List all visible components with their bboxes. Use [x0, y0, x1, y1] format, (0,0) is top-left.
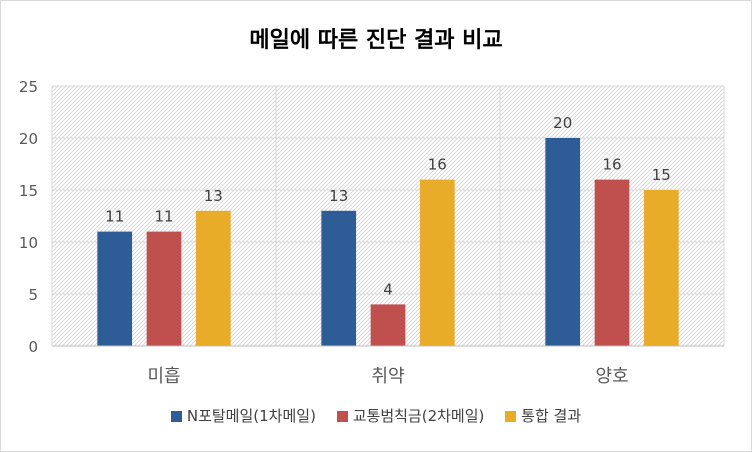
- y-tick-label: 25: [19, 78, 38, 96]
- legend-swatch: [170, 411, 182, 422]
- legend-swatch: [505, 411, 517, 422]
- chart-title: 메일에 따른 진단 결과 비교: [249, 28, 503, 53]
- y-tick-label: 5: [28, 286, 38, 304]
- legend-item: N포탈메일(1차메일): [170, 405, 316, 426]
- data-label: 15: [652, 166, 671, 184]
- data-label: 13: [329, 187, 348, 205]
- legend-swatch: [336, 411, 348, 422]
- x-tick-label: 취약: [371, 366, 404, 387]
- bar: [146, 231, 182, 346]
- chart-plot: 11 11 13 13 4 16 20 16 15 0 5 10 15 20 25 미흡 취약 양호: [19, 78, 725, 387]
- data-label: 11: [105, 208, 124, 226]
- bar: [419, 179, 455, 346]
- legend-label: N포탈메일(1차메일): [186, 407, 316, 425]
- bar: [594, 179, 630, 346]
- data-label: 4: [383, 280, 393, 298]
- x-tick-label: 미흡: [147, 366, 180, 387]
- bar: [370, 304, 406, 346]
- legend-label: 교통범칙금(2차메일): [352, 407, 485, 425]
- bar: [545, 138, 581, 346]
- data-label: 20: [553, 114, 572, 132]
- data-label: 16: [602, 156, 621, 174]
- bar: [97, 231, 133, 346]
- legend-item: 교통범칙금(2차메일): [336, 405, 485, 426]
- y-tick-label: 15: [19, 182, 38, 200]
- legend: N포탈메일(1차메일) 교통범칙금(2차메일) 통합 결과: [0, 405, 752, 426]
- y-tick-label: 10: [19, 234, 38, 252]
- legend-item: 통합 결과: [505, 405, 581, 426]
- x-tick-label: 양호: [595, 366, 628, 387]
- bar: [195, 210, 231, 346]
- data-label: 16: [428, 156, 447, 174]
- data-label: 11: [154, 208, 173, 226]
- legend-label: 통합 결과: [521, 407, 582, 425]
- y-tick-label: 20: [19, 130, 38, 148]
- data-label: 13: [204, 187, 223, 205]
- bar: [321, 210, 357, 346]
- y-tick-label: 0: [28, 338, 38, 356]
- bar: [643, 190, 679, 346]
